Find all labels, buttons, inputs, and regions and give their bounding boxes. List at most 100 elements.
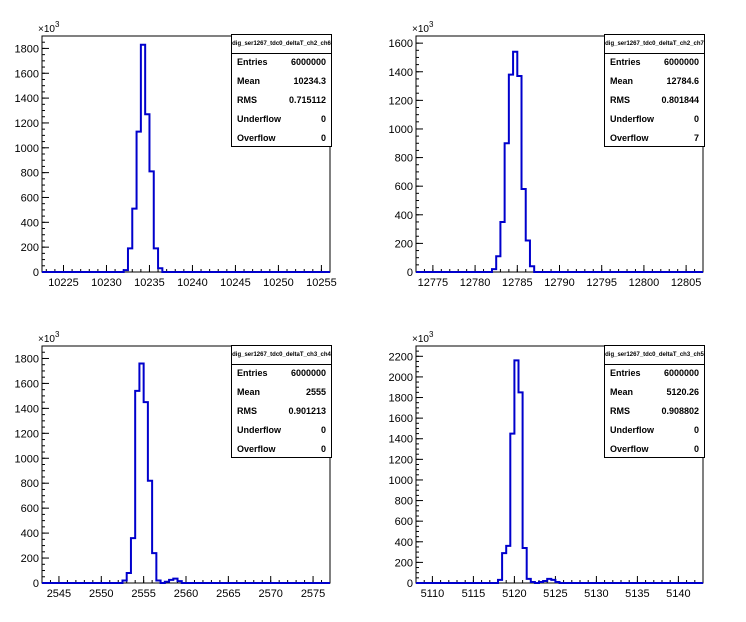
histogram-pad-2: 12775 12780 12785 12790 12795 12800 12805 0 200 4…: [389, 20, 704, 289]
y-tick-label: 800: [395, 496, 413, 508]
stats-value: 0.901213: [288, 406, 326, 416]
histogram-pad-3: 2545 2550 2555 2560 2565 2570 2575 0 200 400 600 80…: [15, 330, 331, 600]
y-tick-label: 0: [33, 267, 39, 279]
stats-title: dig_ser1267_tdc0_deltaT_ch2_ch7: [605, 35, 704, 54]
stats-row: Overflow 0: [605, 440, 704, 459]
y-tick-label: 1800: [15, 353, 39, 365]
y-tick-label: 200: [21, 553, 39, 565]
stats-value: 6000000: [290, 57, 326, 67]
y-tick-label: 800: [395, 153, 413, 165]
y-tick-label: 400: [21, 528, 39, 540]
y-tick-label: 1600: [389, 413, 413, 425]
x-tick-label: 10250: [263, 277, 294, 289]
x-tick-label: 12775: [418, 277, 449, 289]
histogram-outline: [416, 359, 703, 584]
histogram-outline: [42, 43, 330, 273]
x-tick-label: 2570: [258, 588, 282, 600]
stats-row: RMS 0.715112: [232, 91, 331, 110]
y-tick-label: 1400: [15, 93, 39, 105]
stats-row: Entries 6000000: [605, 364, 704, 383]
y-tick-label: 1200: [15, 428, 39, 440]
stats-row: RMS 0.908802: [605, 402, 704, 421]
y-exponent-sup: 3: [429, 20, 434, 29]
stats-key: Underflow: [610, 114, 654, 124]
stats-value: 0.715112: [288, 95, 326, 105]
stats-value: 0.801844: [661, 95, 699, 105]
x-tick-label: 12790: [544, 277, 575, 289]
histogram-outline: [42, 362, 330, 584]
stats-key: RMS: [237, 95, 257, 105]
stats-value: 6000000: [290, 368, 326, 378]
x-tick-label: 2550: [89, 588, 113, 600]
stats-row: Entries 6000000: [232, 364, 331, 383]
x-tick-label: 5115: [462, 588, 486, 600]
y-tick-label: 1400: [389, 67, 413, 79]
x-tick-label: 10235: [134, 277, 165, 289]
stats-key: RMS: [237, 406, 257, 416]
y-tick-label: 1600: [15, 68, 39, 80]
stats-row: Mean 10234.3: [232, 72, 331, 91]
y-tick-label: 1000: [389, 124, 413, 136]
stats-value: 0: [320, 425, 326, 435]
y-tick-label: 1600: [389, 38, 413, 50]
stats-value: 5120.26: [666, 387, 699, 397]
stats-key: Underflow: [237, 114, 281, 124]
y-exponent-label: ×103: [38, 20, 60, 35]
stats-row: Overflow 7: [605, 129, 704, 148]
y-exponent-label: ×103: [38, 330, 60, 345]
stats-value: 6000000: [663, 368, 699, 378]
histogram-pad-1: 10225 10230 10235 10240 10245 10250 10255 0 200 4…: [15, 20, 337, 289]
x-tick-label: 2565: [216, 588, 240, 600]
y-tick-label: 200: [395, 557, 413, 569]
x-tick-label: 10255: [306, 277, 337, 289]
x-tick-label: 2560: [174, 588, 198, 600]
x-tick-label: 12780: [460, 277, 491, 289]
stats-key: Mean: [237, 387, 261, 397]
y-tick-label: 600: [21, 503, 39, 515]
y-tick-label: 0: [407, 267, 413, 279]
histogram-pad-4: 5110 5115 5120 5125 5130 5135 5140 0 200 400 600 80…: [389, 330, 704, 600]
stats-box: dig_ser1267_tdc0_deltaT_ch3_ch4 Entries 60…: [231, 345, 332, 458]
stats-key: Overflow: [237, 444, 276, 454]
stats-key: Mean: [237, 76, 261, 86]
y-tick-label: 200: [21, 242, 39, 254]
stats-key: Overflow: [237, 133, 276, 143]
y-tick-label: 0: [407, 578, 413, 590]
x-tick-label: 12800: [629, 277, 660, 289]
y-tick-label: 600: [395, 181, 413, 193]
x-tick-label: 10245: [220, 277, 251, 289]
y-exponent-sup: 3: [55, 330, 60, 339]
x-tick-label: 12785: [502, 277, 533, 289]
y-exponent-sup: 3: [429, 330, 434, 339]
stats-key: Entries: [237, 57, 268, 67]
stats-value: 0: [320, 133, 326, 143]
stats-row: Mean 12784.6: [605, 72, 704, 91]
stats-value: 0: [693, 444, 699, 454]
y-tick-label: 1800: [15, 43, 39, 55]
stats-key: Mean: [610, 76, 634, 86]
stats-row: Overflow 0: [232, 129, 331, 148]
histogram-bin: [513, 52, 517, 272]
y-tick-label: 1400: [389, 434, 413, 446]
x-tick-label: 12795: [586, 277, 617, 289]
x-tick-label: 5135: [625, 588, 649, 600]
stats-value: 7: [693, 133, 699, 143]
stats-row: Underflow 0: [605, 110, 704, 129]
y-tick-label: 400: [21, 217, 39, 229]
y-tick-label: 800: [21, 478, 39, 490]
stats-value: 0: [320, 114, 326, 124]
x-tick-label: 10225: [48, 277, 79, 289]
stats-value: 2555: [305, 387, 326, 397]
stats-row: Mean 5120.26: [605, 383, 704, 402]
x-tick-label: 2545: [47, 588, 71, 600]
y-tick-label: 600: [21, 192, 39, 204]
stats-value: 6000000: [663, 57, 699, 67]
stats-key: Underflow: [610, 425, 654, 435]
stats-key: Entries: [610, 368, 641, 378]
y-exponent-label: ×103: [412, 330, 434, 345]
stats-row: RMS 0.801844: [605, 91, 704, 110]
x-tick-label: 5140: [666, 588, 690, 600]
stats-row: RMS 0.901213: [232, 402, 331, 421]
histogram-outline: [416, 50, 703, 273]
stats-row: Underflow 0: [605, 421, 704, 440]
